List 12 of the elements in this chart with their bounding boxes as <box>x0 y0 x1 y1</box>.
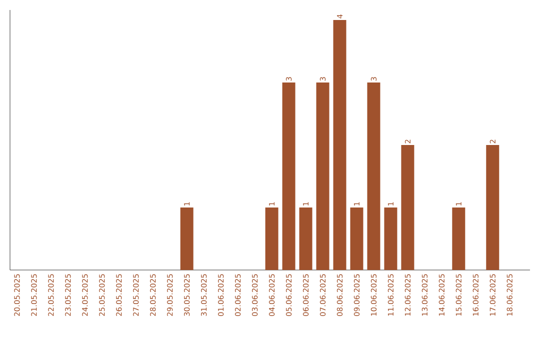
bar <box>384 208 398 270</box>
bar <box>350 208 364 270</box>
bar <box>316 82 330 270</box>
bar <box>486 145 500 270</box>
bar <box>367 82 380 270</box>
bar <box>180 208 194 270</box>
bar <box>401 145 414 270</box>
bar <box>299 208 312 270</box>
bar <box>452 208 466 270</box>
bar <box>333 20 346 270</box>
bar <box>282 82 296 270</box>
bar <box>265 208 278 270</box>
